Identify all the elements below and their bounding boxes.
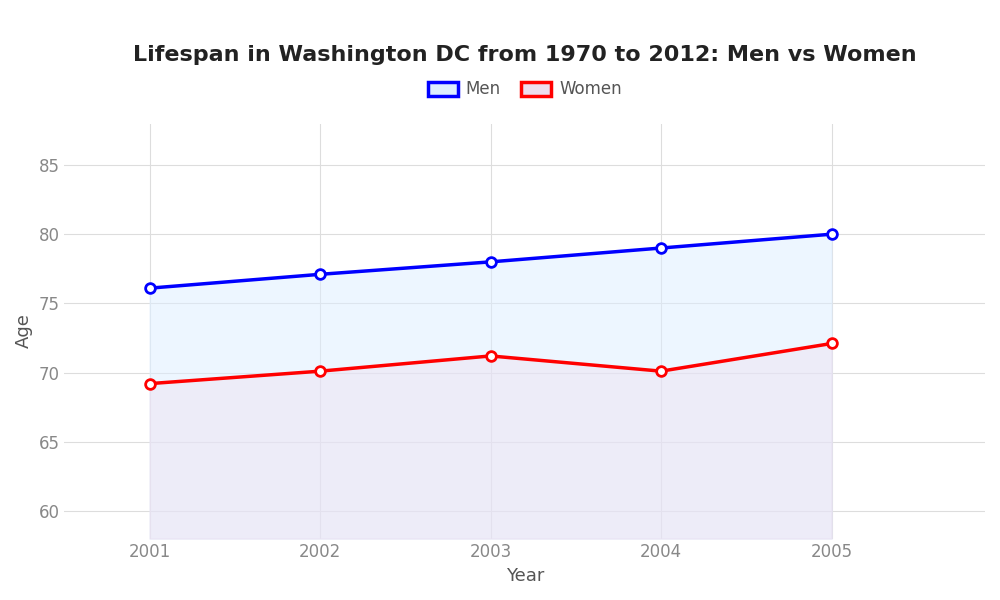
X-axis label: Year: Year: [506, 567, 544, 585]
Line: Women: Women: [145, 338, 836, 388]
Women: [485, 352, 497, 359]
Men: [485, 258, 497, 265]
Women: [826, 340, 838, 347]
Women: [314, 368, 326, 375]
Women: [144, 380, 156, 387]
Men: [144, 284, 156, 292]
Line: Men: Men: [145, 229, 836, 293]
Men: [826, 230, 838, 238]
Legend: Men, Women: Men, Women: [421, 74, 629, 105]
Y-axis label: Age: Age: [15, 314, 33, 349]
Title: Lifespan in Washington DC from 1970 to 2012: Men vs Women: Lifespan in Washington DC from 1970 to 2…: [133, 45, 917, 65]
Men: [314, 271, 326, 278]
Men: [655, 244, 667, 251]
Women: [655, 368, 667, 375]
